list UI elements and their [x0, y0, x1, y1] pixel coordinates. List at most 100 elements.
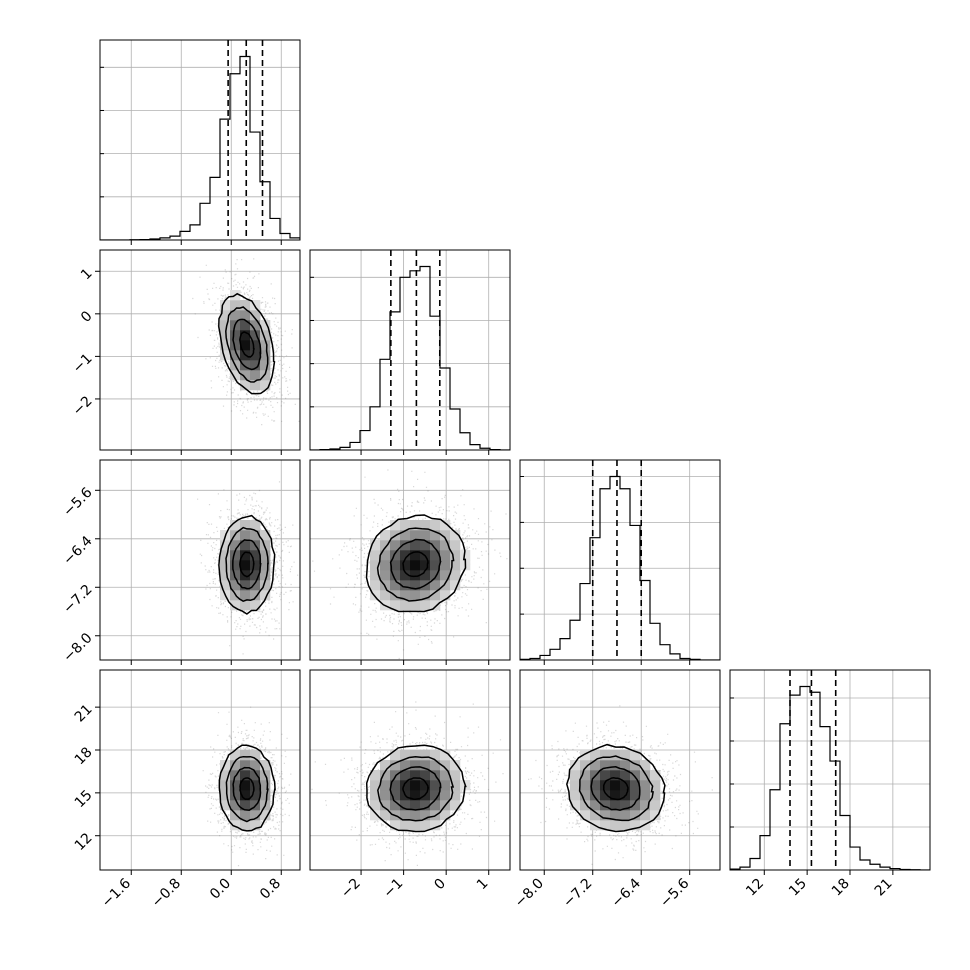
density-cell	[390, 800, 401, 811]
density-cell	[430, 780, 441, 791]
panel-content	[310, 460, 510, 660]
density-cell	[440, 520, 451, 531]
density-cell	[420, 800, 431, 811]
density-cell	[400, 750, 411, 761]
y-tick-label: 21	[72, 701, 96, 725]
density-cell	[420, 570, 431, 581]
panel-content	[100, 460, 300, 660]
density-cell	[610, 810, 621, 821]
density-cell	[220, 770, 231, 781]
density-cell	[610, 820, 621, 831]
density-cell	[250, 560, 261, 571]
density-cell	[370, 540, 381, 551]
density-cell	[450, 780, 461, 791]
panel-frame	[309, 669, 511, 871]
density-cell	[250, 330, 261, 341]
panel-frame	[99, 39, 301, 241]
density-cell	[230, 760, 241, 771]
density-cell	[380, 570, 391, 581]
density-cell	[450, 530, 461, 541]
density-cell	[420, 540, 431, 551]
density-cell	[410, 770, 421, 781]
density-cell	[630, 770, 641, 781]
density-cell	[230, 780, 241, 791]
density-cell	[250, 820, 261, 831]
y-tick-label: −1	[70, 351, 96, 377]
density-cell	[390, 560, 401, 571]
x-tick-label: 12	[743, 876, 767, 900]
density-cell	[450, 770, 461, 781]
density-cell	[450, 790, 461, 801]
panel-frame	[519, 459, 721, 661]
density-cell	[400, 560, 411, 571]
density-cell	[430, 550, 441, 561]
panel-content	[310, 250, 510, 450]
density-cell	[440, 790, 451, 801]
density-cell	[580, 800, 591, 811]
contour-line	[389, 766, 442, 811]
density-cell	[390, 820, 401, 831]
density-cell	[580, 810, 591, 821]
density-cell	[430, 540, 441, 551]
density-cell	[240, 800, 251, 811]
density-cell	[380, 800, 391, 811]
contour-line	[239, 331, 255, 358]
density-cell	[230, 600, 241, 611]
density-cell	[430, 750, 441, 761]
density-cell	[260, 560, 271, 571]
y-tick-label: −7.2	[60, 582, 95, 617]
density-cell	[240, 370, 251, 381]
contour-line	[377, 755, 455, 822]
density-cell	[410, 580, 421, 591]
density-cell	[430, 580, 441, 591]
density-cell	[260, 790, 271, 801]
x-tick-label: −7.2	[560, 876, 595, 911]
density-cell	[620, 770, 631, 781]
density-cell	[220, 790, 231, 801]
x-tick-label: −1	[381, 876, 407, 902]
density-cell	[380, 530, 391, 541]
density-cell	[420, 810, 431, 821]
density-cell	[440, 530, 451, 541]
density-cell	[620, 760, 631, 771]
density-cell	[230, 540, 241, 551]
density-cell	[400, 550, 411, 561]
density-cell	[230, 370, 241, 381]
density-cell	[640, 780, 651, 791]
density-cell	[620, 780, 631, 791]
density-cell	[370, 550, 381, 561]
density-cell	[420, 530, 431, 541]
panel-0-0	[99, 39, 301, 245]
density-cell	[580, 790, 591, 801]
density-cell	[370, 780, 381, 791]
density-cell	[440, 560, 451, 571]
histogram-step	[730, 685, 930, 870]
density-cell	[630, 820, 641, 831]
density-cell	[230, 550, 241, 561]
panel-3-0: 12 15 18 21 −1.6 −0.8 0.0 0.8	[72, 669, 301, 911]
density-cell	[590, 800, 601, 811]
density-cell	[570, 780, 581, 791]
density-cell	[450, 800, 461, 811]
density-cell	[600, 770, 611, 781]
density-cell	[430, 760, 441, 771]
density-cell	[240, 590, 251, 601]
density-cell	[400, 810, 411, 821]
contour-line	[218, 292, 276, 395]
panel-content	[520, 670, 720, 870]
contour-line	[232, 539, 262, 590]
density-cell	[260, 340, 271, 351]
density-cell	[220, 760, 231, 771]
density-cell	[400, 570, 411, 581]
density-cell	[250, 590, 261, 601]
contour-line	[402, 777, 430, 800]
density-cell	[250, 360, 261, 371]
density-cell	[410, 560, 421, 571]
density-cell	[420, 770, 431, 781]
density-cell	[410, 520, 421, 531]
density-cell	[630, 760, 641, 771]
density-cell	[240, 380, 251, 391]
x-tick-label: 21	[872, 876, 896, 900]
density-cell	[220, 340, 231, 351]
density-cell	[230, 800, 241, 811]
